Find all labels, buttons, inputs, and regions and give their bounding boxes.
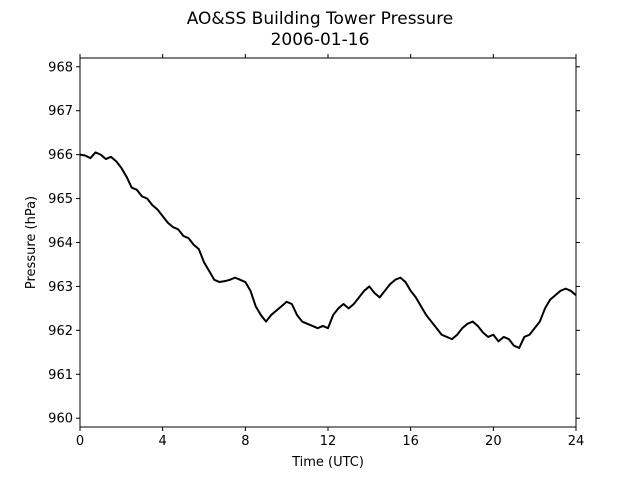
x-tick-label: 24 <box>568 434 585 449</box>
y-tick-label: 968 <box>48 60 73 75</box>
x-axis: 0 4 8 12 16 20 24 <box>76 54 584 449</box>
y-tick-label: 962 <box>48 324 73 339</box>
y-tick-label: 966 <box>48 148 73 163</box>
y-tick-label: 965 <box>48 192 73 207</box>
x-tick-label: 8 <box>241 434 249 449</box>
plot-area <box>79 151 577 349</box>
y-tick-label: 964 <box>48 236 73 251</box>
series-line-0 <box>79 151 577 349</box>
y-axis: 960 961 962 963 964 965 966 967 968 <box>48 60 580 427</box>
y-tick-label: 967 <box>48 104 73 119</box>
y-tick-label: 960 <box>48 412 73 427</box>
plot-frame <box>79 57 577 428</box>
chart-subtitle: 2006-01-16 <box>271 30 370 50</box>
x-tick-label: 4 <box>159 434 167 449</box>
x-tick-label: 20 <box>485 434 502 449</box>
y-tick-label: 961 <box>48 368 73 383</box>
chart-title: AO&SS Building Tower Pressure <box>187 9 454 29</box>
y-tick-label: 963 <box>48 280 73 295</box>
y-axis-label: Pressure (hPa) <box>24 196 39 289</box>
x-tick-label: 12 <box>320 434 337 449</box>
x-tick-label: 0 <box>76 434 84 449</box>
x-axis-label: Time (UTC) <box>291 455 364 470</box>
x-tick-label: 16 <box>402 434 419 449</box>
